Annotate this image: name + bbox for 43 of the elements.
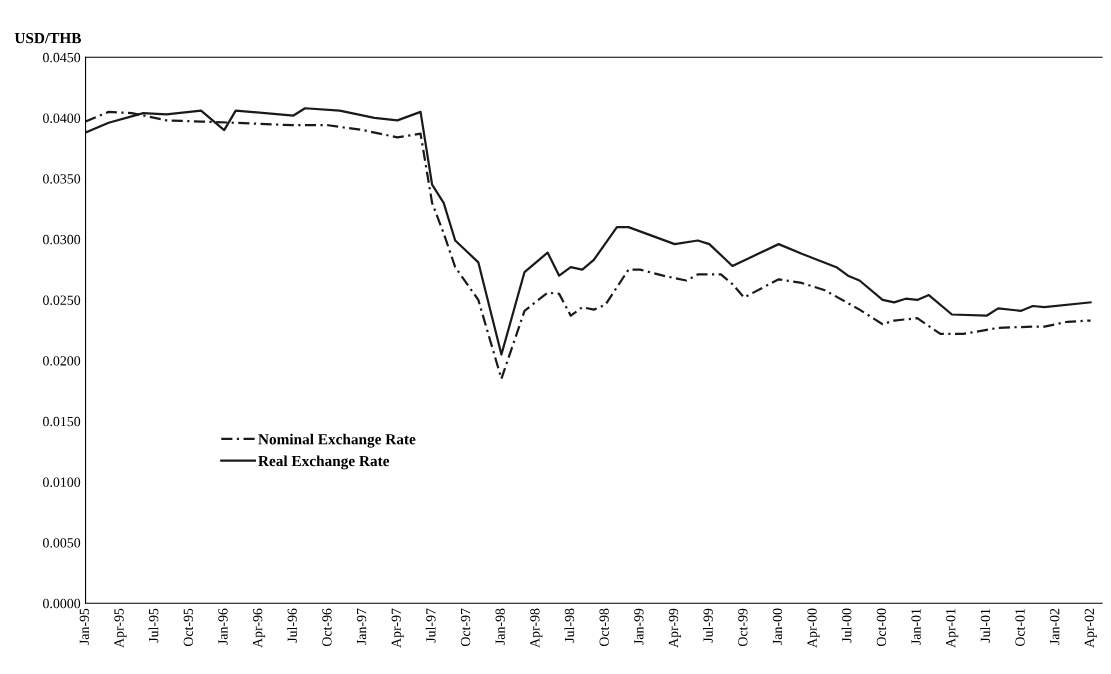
x-tick-label: Jan-95 xyxy=(79,608,90,645)
x-tick-label: Jul-98 xyxy=(564,608,575,643)
x-tick-label: Jul-97 xyxy=(425,608,436,643)
x-tick-label: Oct-99 xyxy=(738,608,748,647)
x-tick-label: Jan-97 xyxy=(356,608,367,645)
x-tick-label: Apr-99 xyxy=(668,608,681,648)
y-tick-label: 0.0250 xyxy=(43,295,81,305)
x-tick-label: Apr-97 xyxy=(391,608,404,648)
y-tick-label: 0.0450 xyxy=(43,52,81,63)
x-tick-label: Apr-95 xyxy=(114,608,127,648)
x-tick-label: Oct-00 xyxy=(876,608,887,647)
x-tick-label: Jul-01 xyxy=(980,608,991,643)
y-tick-label: 0.0050 xyxy=(43,538,81,548)
x-tick-label: Jan-98 xyxy=(495,608,505,645)
legend-label: Real Exchange Rate xyxy=(258,455,390,470)
x-tick-label: Oct-97 xyxy=(460,608,471,647)
x-tick-label: Apr-00 xyxy=(807,608,820,648)
y-tick-label: 0.0350 xyxy=(43,174,81,184)
x-tick-label: Jan-96 xyxy=(218,608,228,645)
y-tick-label: 0.0200 xyxy=(43,356,81,366)
x-tick-label: Apr-96 xyxy=(252,608,266,648)
y-tick-label: 0.0400 xyxy=(43,113,81,123)
x-tick-label: Jan-00 xyxy=(772,608,783,645)
x-tick-label: Jul-96 xyxy=(287,608,297,643)
x-tick-label: Oct-95 xyxy=(183,608,193,647)
x-tick-label: Jul-00 xyxy=(841,608,852,643)
x-tick-label: Oct-98 xyxy=(599,608,609,647)
y-tick-label: 0.0000 xyxy=(43,598,81,609)
x-tick-label: Oct-96 xyxy=(322,608,332,647)
x-tick-label: Apr-01 xyxy=(946,608,959,648)
legend-label: Nominal Exchange Rate xyxy=(258,433,416,448)
x-tick-label: Apr-02 xyxy=(1084,608,1097,648)
x-tick-label: Jan-01 xyxy=(911,608,921,645)
x-tick-label: Oct-01 xyxy=(1015,608,1025,647)
y-tick-label: 0.0300 xyxy=(43,234,81,245)
x-tick-label: Jul-95 xyxy=(148,608,159,643)
x-tick-label: Jul-99 xyxy=(703,608,713,643)
y-axis-title: USD/THB xyxy=(14,33,82,44)
x-tick-label: Jan-02 xyxy=(1050,608,1060,645)
x-tick-label: Jan-99 xyxy=(634,608,644,645)
x-tick-label: Apr-98 xyxy=(530,608,543,648)
y-tick-label: 0.0100 xyxy=(43,477,81,487)
y-tick-label: 0.0150 xyxy=(43,416,81,427)
